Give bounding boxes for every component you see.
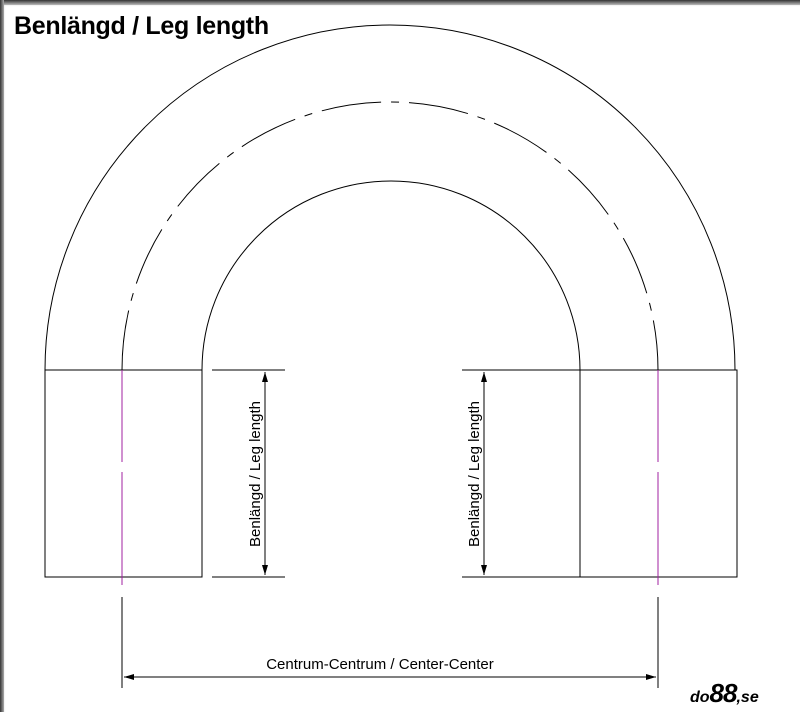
center-center-label: Centrum-Centrum / Center-Center — [266, 656, 494, 673]
outer-arc — [44, 24, 736, 371]
centerline-arc — [121, 101, 659, 371]
leg-length-label-right: Benlängd / Leg length — [466, 401, 483, 547]
leg-length-label-left: Benlängd / Leg length — [247, 401, 264, 547]
page-title: Benlängd / Leg length — [14, 12, 269, 40]
inner-arc — [201, 180, 581, 371]
left-leg — [44, 369, 203, 578]
do88-logo: do88,se — [690, 678, 759, 708]
